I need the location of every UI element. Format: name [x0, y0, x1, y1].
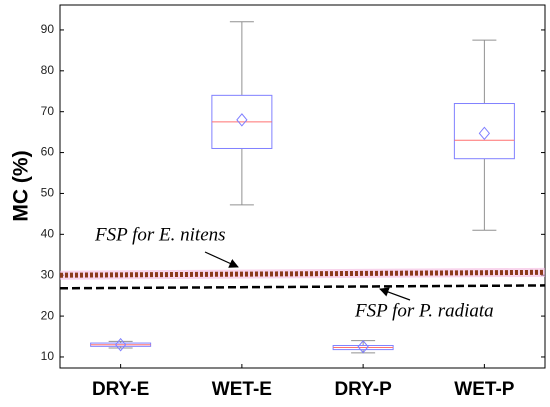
mean-marker	[236, 113, 248, 127]
y-tick-label: 80	[41, 63, 55, 77]
y-tick-label: 70	[41, 104, 55, 118]
mean-marker	[478, 126, 491, 141]
x-tick-label: DRY-P	[334, 379, 392, 400]
y-tick-label: 50	[41, 186, 55, 200]
y-tick-label: 20	[41, 308, 55, 322]
box	[453, 103, 515, 160]
y-tick-label: 90	[41, 22, 55, 36]
reference-line	[59, 284, 546, 290]
x-tick-label: WET-E	[212, 379, 272, 400]
y-tick-label: 40	[41, 226, 55, 240]
annotation: FSP for P. radiata	[354, 300, 494, 321]
x-tick-label: WET-P	[454, 379, 514, 400]
y-tick-label: 10	[41, 349, 55, 363]
x-tick-label: DRY-E	[92, 379, 149, 400]
plot-frame	[59, 4, 546, 369]
y-tick-label: 60	[41, 145, 55, 159]
annotation-arrow	[379, 287, 411, 301]
reference-line	[59, 269, 546, 278]
mean-marker	[357, 339, 369, 354]
y-axis-label: MC (%)	[10, 150, 33, 221]
y-tick-label: 30	[41, 267, 55, 281]
mean-marker	[114, 337, 127, 352]
annotation-arrow	[204, 251, 239, 268]
annotation: FSP for E. nitens	[94, 224, 226, 245]
